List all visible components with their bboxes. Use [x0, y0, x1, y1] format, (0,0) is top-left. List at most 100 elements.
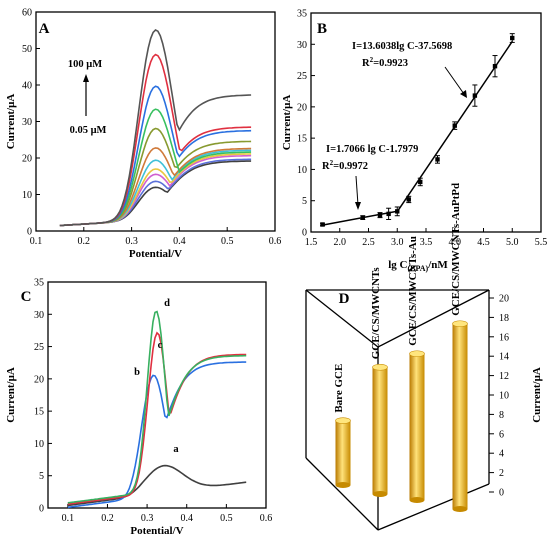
- panel-b-arrow-high: [444, 66, 465, 95]
- panel-a: 0.1 0.2 0.3 0.4 0.5 0.6 0 10 20 30 40 50 60 A Potentia…: [5, 8, 281, 261]
- panel-c-xtick-label: 0.6: [260, 513, 273, 524]
- panel-c-ytick-label: 15: [34, 407, 44, 418]
- panel-d-bar-label: GCE/CS/MWCNTs-AuPtPd: [450, 183, 462, 316]
- panel-b-point: [452, 123, 457, 128]
- panel-c-xtick-label: 0.2: [101, 513, 114, 524]
- panel-d-bar: [335, 420, 351, 485]
- panel-b-arrow-low: [355, 175, 359, 206]
- panel-c-ytick-label: 30: [34, 310, 44, 321]
- panel-a-frame: [35, 11, 276, 232]
- panel-c-ytick-label: 0: [39, 504, 44, 515]
- panel-b-xtick-label: 3.0: [391, 237, 404, 248]
- panel-d-bar-base: [409, 497, 425, 503]
- panel-d-frame-edge: [377, 483, 490, 531]
- panel-a-xtick-label: 0.1: [30, 236, 43, 247]
- panel-b-arrow-low-head: [355, 202, 361, 210]
- panel-d-ytick-label: 16: [499, 332, 509, 343]
- panel-d-frame-edge: [377, 289, 490, 348]
- panel-b: 1.5 2.0 2.5 3.0 3.5 4.0 4.5 5.0 5.5 0 5 10 15 20 25 30 3…: [281, 9, 547, 274]
- panel-b-xtick-label: 4.0: [449, 237, 462, 248]
- panel-d-bar: [409, 353, 425, 500]
- panel-d-bar: [452, 323, 468, 509]
- panel-b-r2-low: R2=0.9972: [322, 159, 368, 172]
- panel-c-curve-label-a: a: [173, 444, 179, 455]
- panel-c-series-c: [67, 331, 247, 505]
- panel-a-ytick-label: 0: [27, 227, 32, 238]
- panel-a-xtick-label: 0.3: [125, 236, 138, 247]
- panel-c-xtick-label: 0.3: [141, 513, 154, 524]
- panel-c-xtick-label: 0.1: [62, 513, 75, 524]
- panel-b-xtick-label: 5.5: [535, 237, 548, 248]
- panel-b-point: [510, 35, 515, 41]
- panel-b-xtick-label: 3.5: [420, 237, 433, 248]
- panel-a-xtick-label: 0.2: [78, 236, 91, 247]
- panel-d-bar-label: GCE/CS/MWCNTs: [370, 267, 382, 360]
- panel-c-ytick-label: 20: [34, 374, 44, 385]
- panel-d-bar-label: Bare GCE: [333, 364, 345, 413]
- panel-b-ytick-label: 0: [302, 228, 307, 239]
- panel-b-eq-low: I=1.7066 lg C-1.7979: [326, 144, 418, 155]
- panel-b-r2-high: R2=0.9923: [362, 56, 408, 69]
- panel-b-ytick-label: 5: [302, 196, 307, 207]
- panel-a-xtick-label: 0.5: [221, 236, 234, 247]
- panel-a-ylabel: Current/μA: [5, 94, 17, 150]
- panel-b-point: [472, 93, 478, 98]
- panel-d-bar-label: GCE/CS/MWCNTs-Au: [407, 236, 419, 346]
- panel-d-ytick-label: 0: [499, 488, 504, 499]
- panel-c-ytick-label: 25: [34, 342, 44, 353]
- panel-d-frame-edge: [305, 457, 379, 531]
- panel-a-xtick-label: 0.4: [173, 236, 186, 247]
- panel-a-ytick-label: 10: [22, 190, 32, 201]
- panel-b-ytick-label: 20: [297, 102, 307, 113]
- panel-b-ytick-label: 10: [297, 165, 307, 176]
- panel-b-xtick-label: 2.0: [334, 237, 347, 248]
- panel-c-ylabel: Current/μA: [5, 367, 17, 423]
- panel-d-bar-top: [409, 350, 425, 358]
- panel-b-point: [395, 209, 400, 214]
- panel-a-arrow-head: [83, 74, 89, 82]
- panel-d-bar-top: [452, 320, 468, 328]
- panel-b-point: [360, 215, 365, 220]
- panel-b-xtick-label: 4.5: [477, 237, 490, 248]
- panel-c-xtick-label: 0.4: [180, 513, 193, 524]
- panel-c-xlabel: Potential/V: [130, 525, 183, 537]
- panel-d-bar-base: [372, 491, 388, 497]
- panel-a-ytick-label: 30: [22, 117, 32, 128]
- panel-b-point: [320, 222, 325, 227]
- panel-c-xtick-label: 0.5: [220, 513, 233, 524]
- panel-d-ytick-label: 14: [499, 352, 509, 363]
- panel-d-ytick-label: 8: [499, 410, 504, 421]
- panel-d-frame-edge: [305, 289, 379, 348]
- panel-b-xtick-label: 5.0: [506, 237, 519, 248]
- panel-a-series-line: [59, 127, 252, 227]
- panel-b-point: [386, 211, 391, 217]
- panel-a-ytick-label: 50: [22, 44, 32, 55]
- panel-a-annotation-low: 0.05 μM: [70, 125, 107, 136]
- panel-a-letter: A: [39, 21, 50, 37]
- panel-c: 0.1 0.2 0.3 0.4 0.5 0.6 0 5 10 15 20 25 30 35C Potenti…: [5, 278, 272, 538]
- panel-c-frame: [47, 281, 267, 509]
- panel-a-series-line: [59, 53, 252, 227]
- panel-b-point: [406, 197, 411, 202]
- panel-d-ytick-label: 4: [499, 449, 504, 460]
- panel-b-point: [418, 179, 423, 185]
- panel-b-xtick-label: 2.5: [362, 237, 375, 248]
- panel-c-ytick-label: 10: [34, 439, 44, 450]
- panel-a-ytick-label: 60: [22, 8, 32, 19]
- panel-c-series-d: [67, 310, 247, 504]
- panel-c-letter: C: [21, 289, 32, 305]
- panel-c-curve-label-b: b: [134, 367, 140, 378]
- panel-b-xlabel: lg C(BPA)/nM: [388, 259, 448, 273]
- panel-b-eq-high: I=13.6038lg C-37.5698: [352, 41, 452, 52]
- panel-d-ytick-label: 6: [499, 429, 504, 440]
- panel-b-fit-low: [322, 210, 398, 226]
- panel-d-bar-base: [452, 506, 468, 512]
- panel-a-series-line: [59, 154, 252, 227]
- panel-a-series-line: [59, 160, 252, 227]
- panel-d-ytick-label: 18: [499, 313, 509, 324]
- panel-b-ytick-label: 15: [297, 134, 307, 145]
- panel-c-curve-label-c: c: [158, 340, 163, 351]
- panel-d-bar-top: [335, 417, 351, 424]
